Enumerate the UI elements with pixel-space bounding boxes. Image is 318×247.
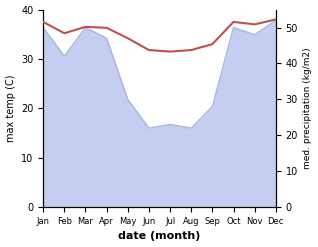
X-axis label: date (month): date (month) — [118, 231, 201, 242]
Y-axis label: med. precipitation (kg/m2): med. precipitation (kg/m2) — [303, 48, 313, 169]
Y-axis label: max temp (C): max temp (C) — [5, 75, 16, 142]
